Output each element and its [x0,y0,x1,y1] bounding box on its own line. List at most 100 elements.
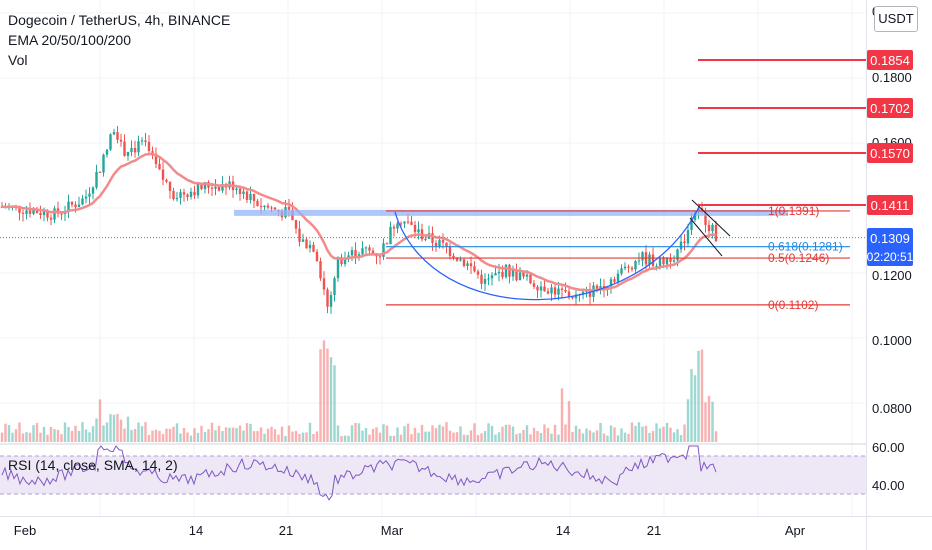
volume-bar [347,435,350,442]
volume-bar [683,424,686,442]
candle-body [193,191,196,196]
candle-body [371,250,375,254]
volume-bar [312,433,315,442]
time-tick-label: 21 [279,523,293,538]
volume-bar [329,357,333,442]
volume-bar [452,432,455,442]
volume-bar [623,432,627,442]
candle-body [354,250,357,258]
candle-body [235,188,238,191]
volume-bar [378,432,382,442]
volume-bar [483,431,487,442]
candle-body [676,249,679,261]
volume-bar [252,431,256,442]
volume-bar [326,348,329,442]
volume-bar [81,422,84,442]
candle-body [88,193,91,197]
volume-bar [63,422,67,442]
volume-label[interactable]: Vol [8,52,28,68]
candle-body [238,188,242,195]
volume-bar [518,433,522,442]
volume-bar [49,426,53,442]
volume-bar [392,435,396,442]
candle-body [336,257,340,279]
candle-body [469,263,473,267]
volume-bar [203,432,207,442]
candle-body [651,254,655,267]
volume-bar [455,432,459,442]
candle-body [53,208,56,220]
candle-body [599,286,602,289]
volume-bar [634,425,637,442]
volume-bar [525,425,529,442]
volume-bar [560,388,564,442]
volume-bar [595,430,599,442]
candle-body [252,194,256,201]
volume-bar [662,426,665,442]
candle-body [441,240,445,243]
candle-body [119,139,123,142]
volume-bar [221,431,224,442]
volume-bar [95,418,98,442]
candle-body [707,224,711,232]
candle-body [455,258,459,261]
volume-bar [641,426,644,442]
candle-body [322,278,326,290]
volume-bar [396,427,399,442]
volume-bar [410,434,413,442]
currency-button[interactable]: USDT [874,6,918,32]
candle-body [466,263,469,267]
fib-level-label: 1(0.1391) [768,204,819,218]
candle-body [609,279,613,287]
time-tick-label: 21 [647,523,661,538]
volume-bar [238,425,242,442]
candle-body [637,260,641,262]
candle-body [634,261,637,270]
target-level-badge [867,143,913,163]
candle-body [28,210,32,214]
candle-body [186,194,189,197]
volume-bar [308,422,312,442]
candle-body [189,191,193,197]
volume-bar [697,350,700,442]
candle-body [494,273,497,276]
volume-bar [224,427,228,442]
volume-bar [322,340,326,442]
candle-body [340,257,343,265]
volume-bar [193,428,196,442]
volume-bar [655,423,658,442]
volume-bar [403,426,406,442]
candle-body [616,273,620,282]
current-price-badge [867,228,913,266]
candle-body [595,285,599,289]
candle-body [553,287,557,295]
volume-bar [613,427,616,442]
candle-body [168,181,172,191]
volume-bar [207,429,210,442]
volume-bar [235,428,238,442]
volume-bar [301,432,305,442]
candle-body [711,224,714,232]
rsi-indicator-label[interactable]: RSI (14, close, SMA, 14, 2) [8,457,178,473]
candle-body [308,244,312,249]
ema-indicator-label[interactable]: EMA 20/50/100/200 [8,32,131,48]
candle-body [98,171,102,173]
candle-body [91,187,95,194]
candle-body [438,240,441,247]
handle-trendline-lower [689,217,723,257]
volume-bar [431,425,434,442]
candle-body [273,207,277,210]
volume-bar [333,365,336,442]
candle-body [256,200,259,207]
candle-body [501,271,504,278]
volume-bar [466,434,469,442]
candle-body [301,239,305,242]
candle-body [95,171,98,188]
candle-body [434,242,438,247]
candle-body [46,211,49,218]
volume-bar [259,427,263,442]
volume-bar [172,426,175,442]
candle-body [147,141,151,152]
candle-body [287,207,291,210]
